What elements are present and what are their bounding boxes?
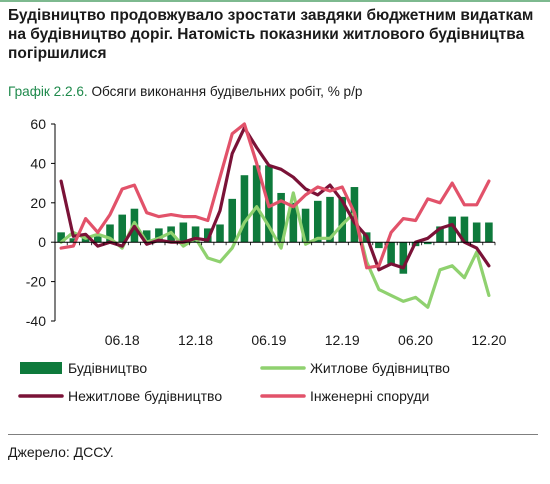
x-tick-label: 12.18	[178, 332, 213, 348]
y-tick-label: -20	[26, 274, 46, 290]
construction-chart: -40 -20 0 20 40 60 06.18 12.18 06.19 12.19 06.20 12…	[18, 116, 507, 404]
y-tick-label: 60	[30, 116, 46, 132]
legend-label-engineering: Інженерні споруди	[310, 388, 429, 404]
figure-title: Обсяги виконання будівельних робіт, % р/…	[91, 84, 363, 99]
bar-budivnytstvo	[252, 165, 261, 243]
line-engineering	[59, 122, 491, 270]
x-tick-label: 12.19	[325, 332, 360, 348]
bar-budivnytstvo	[69, 238, 78, 243]
bar-budivnytstvo	[142, 230, 151, 243]
bar-budivnytstvo	[460, 216, 469, 243]
bar-budivnytstvo	[191, 226, 200, 243]
y-tick-label: 0	[38, 234, 46, 250]
bar-budivnytstvo	[277, 192, 285, 243]
bar-budivnytstvo	[338, 196, 347, 243]
bar-budivnytstvo	[203, 228, 212, 243]
y-tick-label: -40	[26, 313, 46, 329]
y-tick-label: 20	[30, 195, 46, 211]
source-divider	[8, 434, 538, 435]
bar-budivnytstvo	[423, 242, 432, 245]
bar-budivnytstvo	[387, 242, 395, 264]
top-accent-line	[0, 0, 550, 2]
bar-budivnytstvo	[93, 236, 102, 243]
figure-number: Графік 2.2.6.	[8, 84, 88, 99]
bar-budivnytstvo	[301, 208, 310, 243]
bar-budivnytstvo	[399, 242, 408, 274]
bar-budivnytstvo	[106, 224, 114, 243]
bar-budivnytstvo	[228, 198, 237, 243]
figure-caption: Графік 2.2.6. Обсяги виконання будівельн…	[8, 84, 538, 100]
x-tick-label: 06.19	[251, 332, 286, 348]
x-tick-label: 12.20	[471, 332, 506, 348]
headline: Будівництво продовжувало зростати завдяк…	[8, 7, 534, 62]
y-tick-label: 40	[30, 155, 46, 171]
bar-budivnytstvo	[375, 242, 383, 249]
legend-label-budivnytstvo: Будівництво	[68, 360, 147, 376]
bar-budivnytstvo	[485, 222, 493, 243]
bar-budivnytstvo	[118, 214, 127, 243]
bar-budivnytstvo	[240, 175, 249, 243]
legend-label-housing: Житлове будівництво	[310, 360, 450, 376]
bar-budivnytstvo	[472, 222, 481, 243]
bar-budivnytstvo	[289, 202, 298, 243]
bar-budivnytstvo	[216, 224, 224, 243]
line-nonresidential	[59, 126, 491, 272]
bar-budivnytstvo	[155, 228, 163, 243]
x-tick-label: 06.20	[398, 332, 433, 348]
source-note: Джерело: ДССУ.	[8, 444, 114, 460]
bar-budivnytstvo	[326, 196, 334, 243]
bar-budivnytstvo	[179, 222, 188, 243]
legend-label-nonresidential: Нежитлове будівництво	[68, 388, 222, 404]
bar-budivnytstvo	[57, 232, 65, 243]
bar-budivnytstvo	[448, 216, 457, 243]
bar-budivnytstvo	[313, 200, 322, 243]
legend-swatch-budivnytstvo	[20, 362, 62, 374]
bar-budivnytstvo	[436, 226, 444, 243]
x-tick-label: 06.18	[105, 332, 140, 348]
line-housing	[59, 191, 491, 309]
